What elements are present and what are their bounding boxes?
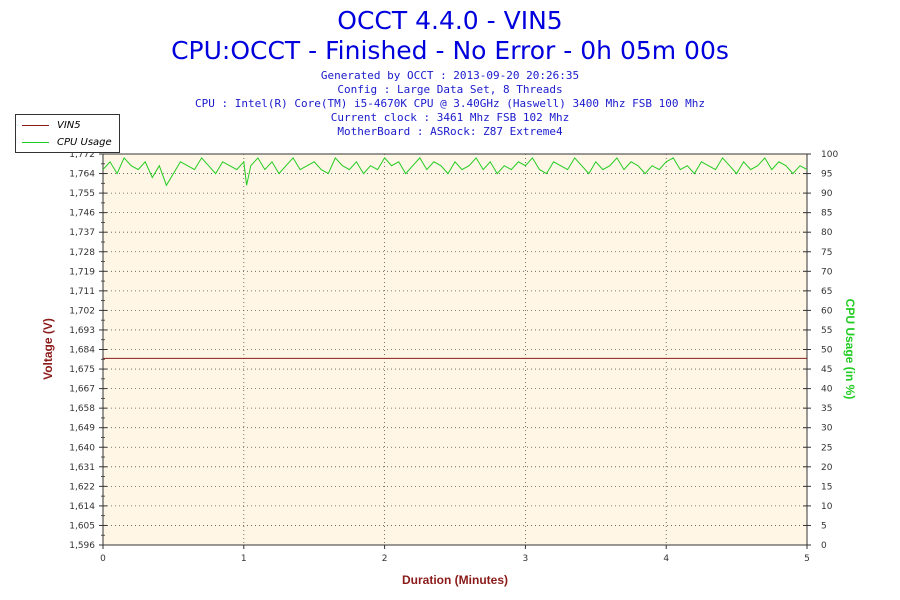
x-tick-label: 5 bbox=[804, 554, 810, 564]
y2-tick-label: 80 bbox=[821, 228, 833, 238]
y-tick-label: 1,605 bbox=[69, 521, 95, 531]
y2-tick-label: 30 bbox=[821, 424, 833, 434]
y-tick-label: 1,667 bbox=[69, 385, 95, 395]
legend-item-cpu-usage: CPU Usage bbox=[22, 135, 112, 149]
y2-tick-label: 95 bbox=[821, 170, 832, 180]
legend-item-vin5: VIN5 bbox=[22, 118, 81, 132]
y2-tick-label: 85 bbox=[821, 209, 832, 219]
grid-lines bbox=[103, 154, 807, 545]
y-tick-label: 1,640 bbox=[69, 443, 95, 453]
y2-tick-label: 70 bbox=[821, 267, 833, 277]
legend-label-vin5: VIN5 bbox=[57, 119, 81, 131]
y2-tick-label: 40 bbox=[821, 385, 833, 395]
info-config: Config : Large Data Set, 8 Threads bbox=[337, 83, 563, 96]
y2-tick-label: 15 bbox=[821, 482, 832, 492]
info-cpu: CPU : Intel(R) Core(TM) i5-4670K CPU @ 3… bbox=[195, 97, 705, 110]
y2-tick-label: 55 bbox=[821, 326, 832, 336]
legend-swatch-cpu-usage bbox=[22, 141, 49, 143]
x-axis-label: Duration (Minutes) bbox=[402, 573, 508, 587]
legend-swatch-vin5 bbox=[22, 124, 49, 126]
y-tick-label: 1,614 bbox=[69, 502, 95, 512]
x-tick-label: 4 bbox=[663, 554, 669, 564]
y2-tick-label: 0 bbox=[821, 541, 827, 551]
y-tick-label: 1,702 bbox=[69, 306, 95, 316]
series-group bbox=[102, 156, 808, 359]
y-tick-label: 1,711 bbox=[69, 287, 95, 297]
y2-tick-label: 25 bbox=[821, 443, 832, 453]
y2-tick-label: 45 bbox=[821, 365, 832, 375]
y-tick-label: 1,772 bbox=[69, 150, 95, 160]
x-tick-label: 1 bbox=[241, 554, 247, 564]
x-tick-label: 3 bbox=[523, 554, 529, 564]
y2-axis-label: CPU Usage (in %) bbox=[843, 299, 857, 400]
y-tick-label: 1,746 bbox=[69, 209, 95, 219]
y-tick-label: 1,737 bbox=[69, 228, 95, 238]
legend-label-cpu-usage: CPU Usage bbox=[57, 136, 112, 148]
x-tick-label: 0 bbox=[100, 554, 106, 564]
chart-title: OCCT 4.4.0 - VIN5 bbox=[337, 6, 563, 35]
chart-subtitle: CPU:OCCT - Finished - No Error - 0h 05m … bbox=[171, 36, 729, 65]
y-tick-label: 1,764 bbox=[69, 170, 95, 180]
info-motherboard: MotherBoard : ASRock: Z87 Extreme4 bbox=[337, 125, 563, 138]
y2-tick-label: 100 bbox=[821, 150, 838, 160]
y2-tick-label: 90 bbox=[821, 189, 833, 199]
y2-tick-label: 60 bbox=[821, 306, 833, 316]
info-generated: Generated by OCCT : 2013-09-20 20:26:35 bbox=[320, 69, 580, 82]
axes: 0 1 2 3 4 51,5961,6051,6141,6221,6311,6401,64… bbox=[69, 143, 838, 564]
y2-tick-label: 75 bbox=[821, 248, 832, 258]
y-tick-label: 1,675 bbox=[69, 365, 95, 375]
y2-tick-label: 35 bbox=[821, 404, 832, 414]
y2-tick-label: 65 bbox=[821, 287, 832, 297]
series-line-cpu-usage bbox=[102, 156, 808, 187]
y2-tick-label: 5 bbox=[821, 521, 827, 531]
y-tick-label: 1,684 bbox=[69, 346, 95, 356]
y2-tick-label: 20 bbox=[821, 463, 833, 473]
info-clock: Current clock : 3461 Mhz FSB 102 Mhz bbox=[330, 111, 570, 124]
y-axis-label: Voltage (V) bbox=[41, 318, 55, 380]
y-tick-label: 1,719 bbox=[69, 267, 95, 277]
y2-tick-label: 50 bbox=[821, 346, 833, 356]
y-tick-label: 1,728 bbox=[69, 248, 95, 258]
y-tick-label: 1,658 bbox=[69, 404, 95, 414]
y-tick-label: 1,596 bbox=[69, 541, 95, 551]
y-tick-label: 1,755 bbox=[69, 189, 95, 199]
y-tick-label: 1,649 bbox=[69, 424, 95, 434]
y-tick-label: 1,631 bbox=[69, 463, 95, 473]
x-tick-label: 2 bbox=[382, 554, 388, 564]
legend: VIN5 CPU Usage bbox=[15, 114, 120, 153]
y2-tick-label: 10 bbox=[821, 502, 833, 512]
y-tick-label: 1,622 bbox=[69, 482, 95, 492]
y-tick-label: 1,693 bbox=[69, 326, 95, 336]
